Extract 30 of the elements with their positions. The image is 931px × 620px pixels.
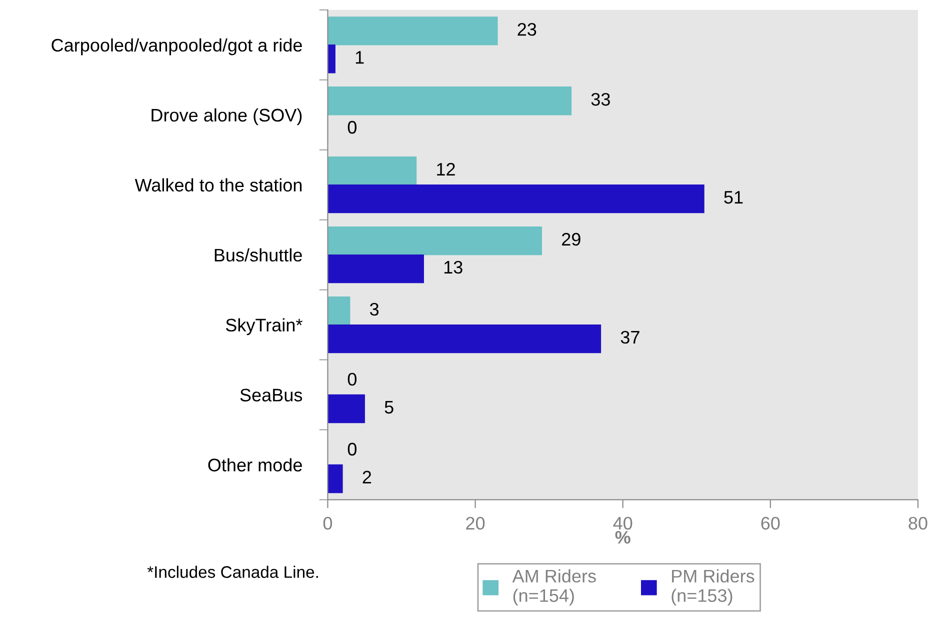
y-tick-label: Drove alone (SOV) xyxy=(152,108,302,126)
legend-label: AM Riders (n=154) xyxy=(512,569,596,606)
y-tick-label: SeaBus xyxy=(240,388,302,402)
data-label: 0 xyxy=(348,372,356,386)
data-label: 23 xyxy=(518,22,536,36)
data-label: 1 xyxy=(356,51,364,64)
data-label: 33 xyxy=(591,92,610,106)
data-label: 29 xyxy=(562,232,580,246)
x-tick-label: 20 xyxy=(466,516,485,530)
y-tick-label: SkyTrain* xyxy=(226,318,302,336)
data-label: 5 xyxy=(384,401,394,414)
x-tick-label: 80 xyxy=(908,516,928,530)
data-label: 13 xyxy=(444,260,462,274)
y-tick-label: Carpooled/vanpooled/got a ride xyxy=(52,38,302,56)
data-label: 0 xyxy=(348,442,356,456)
data-label: 2 xyxy=(362,470,372,484)
x-tick-label: 40 xyxy=(613,516,632,530)
text: *Includes Canada Line. xyxy=(147,566,318,578)
x-axis-title: % xyxy=(615,530,630,544)
y-tick-label: Walked to the station xyxy=(134,178,302,192)
x-tick-label: 60 xyxy=(761,516,780,530)
data-label: 12 xyxy=(437,162,455,176)
legend-label: PM Riders (n=153) xyxy=(672,569,754,606)
x-tick-label: 0 xyxy=(323,516,332,530)
y-tick-label: Bus/shuttle xyxy=(214,248,302,262)
data-label: 51 xyxy=(724,191,743,204)
data-label: 3 xyxy=(370,302,379,316)
data-label: 0 xyxy=(348,120,356,134)
data-label: 37 xyxy=(620,330,640,344)
y-tick-label: Other mode xyxy=(208,458,302,472)
